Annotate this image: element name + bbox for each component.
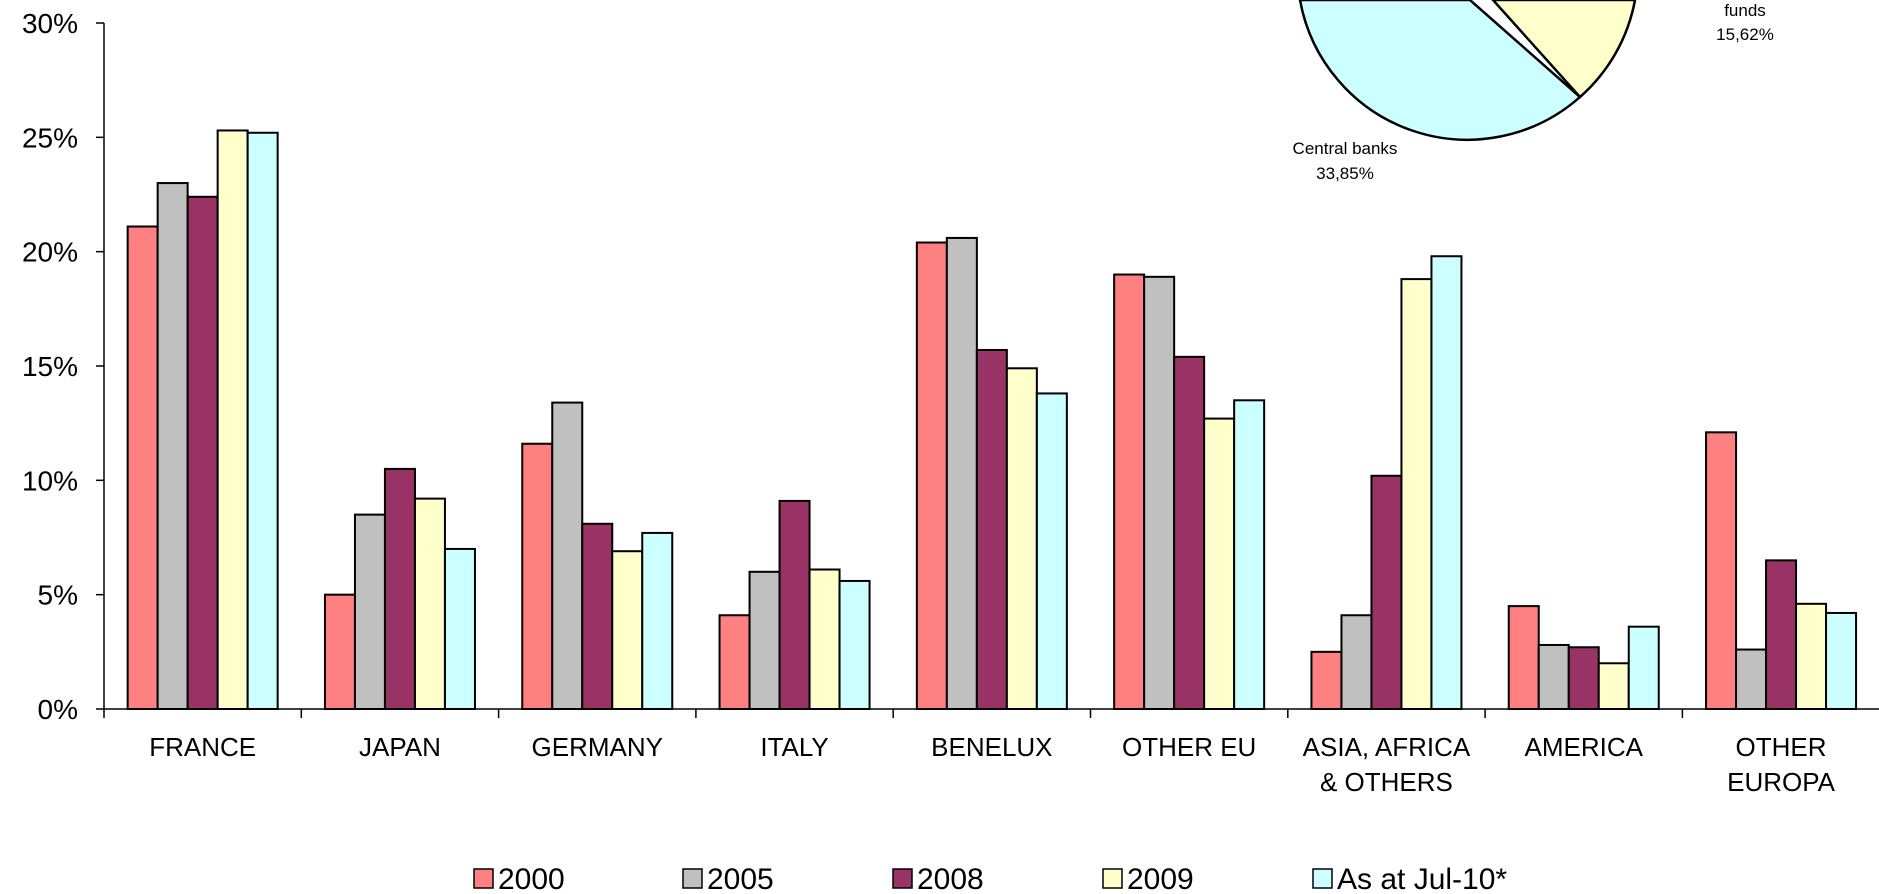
x-tick-label: ASIA, AFRICA <box>1303 732 1471 762</box>
legend-swatch <box>1102 868 1123 889</box>
x-tick-label: JAPAN <box>359 732 441 762</box>
bar <box>1233 399 1266 710</box>
x-tick-label: & OTHERS <box>1320 767 1453 797</box>
legend-swatch <box>682 868 703 889</box>
x-tick-label: BENELUX <box>931 732 1052 762</box>
bar <box>1400 278 1433 710</box>
bar <box>156 182 189 711</box>
legend: 2000 2005 2008 2009 As at Jul-10* <box>473 863 1507 894</box>
pie-slice-central-banks <box>1298 0 1582 141</box>
x-tick-label: AMERICA <box>1525 732 1644 762</box>
bar <box>975 348 1008 710</box>
bar-series <box>126 129 1858 711</box>
x-tick-label: GERMANY <box>532 732 663 762</box>
x-tick-label: FRANCE <box>149 732 256 762</box>
bar <box>1705 431 1738 710</box>
y-tick-label: 20% <box>22 237 78 268</box>
bar <box>1597 662 1630 710</box>
bar <box>551 401 584 710</box>
x-tick-label: OTHER EU <box>1122 732 1256 762</box>
bar <box>216 129 249 710</box>
bar <box>611 550 644 710</box>
bar <box>1537 643 1570 710</box>
legend-label: 2008 <box>917 863 984 894</box>
pie-slice-funds <box>1491 0 1637 99</box>
bar <box>443 547 476 711</box>
bar <box>641 531 674 711</box>
y-tick-label: 25% <box>22 122 78 153</box>
bar <box>748 570 781 710</box>
bar <box>1005 367 1038 710</box>
x-tick-label: OTHER <box>1736 732 1827 762</box>
y-tick-label: 5% <box>38 580 78 611</box>
bar <box>126 225 159 710</box>
bar <box>1203 417 1236 710</box>
bar <box>1173 355 1206 710</box>
bar <box>1430 255 1463 710</box>
bar <box>383 467 416 710</box>
y-tick-label: 0% <box>38 694 78 725</box>
bar <box>186 195 219 710</box>
bar <box>1735 648 1768 711</box>
bar <box>323 593 356 711</box>
bar <box>778 499 811 710</box>
bar <box>1035 392 1068 710</box>
bar <box>915 241 948 711</box>
legend-label: 2005 <box>707 863 774 894</box>
bar <box>1143 275 1176 710</box>
bar <box>1310 650 1343 710</box>
x-tick-label: ITALY <box>760 732 828 762</box>
bar <box>808 568 841 710</box>
bar <box>1825 611 1858 711</box>
y-axis: 0% 5% 10% 15% 20% 25% 30% <box>22 8 105 725</box>
bar <box>1567 646 1600 711</box>
bar <box>413 497 446 711</box>
bar <box>1507 605 1540 710</box>
bar <box>246 131 279 710</box>
legend-label: As at Jul-10* <box>1337 863 1507 894</box>
x-axis: FRANCE JAPAN GERMANY ITALY BENELUX OTHER EU AS… <box>103 708 1879 797</box>
x-tick-label: EUROPA <box>1727 767 1836 797</box>
legend-swatch <box>892 868 913 889</box>
y-tick-label: 10% <box>22 465 78 496</box>
bar <box>1627 625 1660 710</box>
pie-label-funds: funds <box>1724 1 1766 20</box>
y-tick-label: 30% <box>22 8 78 39</box>
bar <box>1113 273 1146 710</box>
y-tick-label: 15% <box>22 351 78 382</box>
pie-label-central-banks: Central banks <box>1293 139 1398 158</box>
pie-value-central-banks: 33,85% <box>1316 164 1374 183</box>
legend-swatch <box>473 868 494 889</box>
bar <box>353 513 386 711</box>
pie-value-funds: 15,62% <box>1716 25 1774 44</box>
legend-swatch <box>1312 868 1333 889</box>
bar <box>945 236 978 711</box>
bar <box>838 579 871 710</box>
bar <box>718 614 751 710</box>
bar <box>1340 614 1373 710</box>
bar <box>1370 474 1403 711</box>
pie-chart: funds 15,62% Central banks 33,85% <box>1293 0 1774 183</box>
legend-label: 2009 <box>1127 863 1194 894</box>
bar <box>581 522 614 711</box>
bar <box>1795 602 1828 711</box>
bar <box>1765 559 1798 710</box>
legend-label: 2000 <box>498 863 565 894</box>
bar <box>521 442 554 710</box>
